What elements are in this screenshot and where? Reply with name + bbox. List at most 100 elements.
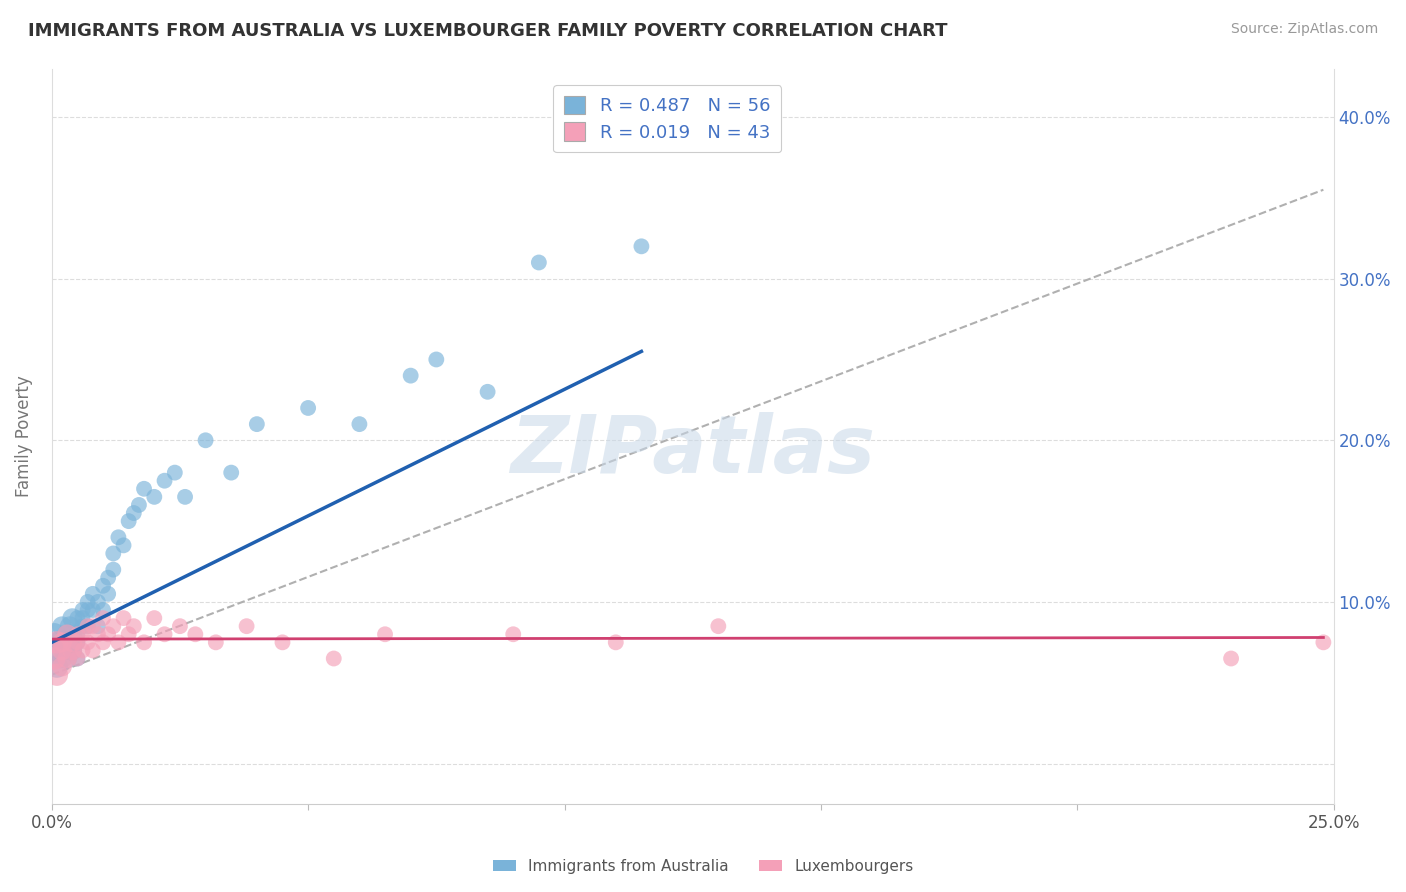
Point — [112, 611, 135, 625]
Legend: R = 0.487   N = 56, R = 0.019   N = 43: R = 0.487 N = 56, R = 0.019 N = 43 — [553, 85, 782, 153]
Point — [235, 619, 257, 633]
Point — [374, 627, 396, 641]
Point — [112, 538, 135, 552]
Point — [66, 627, 89, 641]
Point — [122, 619, 145, 633]
Point — [91, 635, 114, 649]
Point — [118, 627, 141, 641]
Point — [72, 619, 94, 633]
Point — [60, 627, 83, 641]
Point — [184, 627, 207, 641]
Point — [1220, 651, 1243, 665]
Point — [76, 619, 98, 633]
Point — [45, 635, 67, 649]
Point — [76, 619, 98, 633]
Point — [97, 587, 120, 601]
Point — [163, 466, 186, 480]
Point — [51, 635, 73, 649]
Point — [97, 571, 120, 585]
Point — [399, 368, 422, 383]
Point — [107, 530, 129, 544]
Point — [132, 635, 155, 649]
Point — [132, 482, 155, 496]
Point — [322, 651, 344, 665]
Point — [53, 643, 76, 657]
Point — [56, 635, 79, 649]
Point — [51, 619, 73, 633]
Point — [48, 635, 70, 649]
Point — [122, 506, 145, 520]
Point — [174, 490, 197, 504]
Point — [143, 611, 166, 625]
Point — [56, 627, 79, 641]
Point — [45, 659, 67, 673]
Point — [143, 490, 166, 504]
Point — [51, 659, 73, 673]
Point — [246, 417, 269, 431]
Point — [66, 627, 89, 641]
Point — [72, 627, 94, 641]
Point — [128, 498, 150, 512]
Point — [271, 635, 294, 649]
Legend: Immigrants from Australia, Luxembourgers: Immigrants from Australia, Luxembourgers — [486, 853, 920, 880]
Point — [1312, 635, 1334, 649]
Point — [76, 635, 98, 649]
Point — [60, 611, 83, 625]
Point — [60, 643, 83, 657]
Point — [87, 619, 110, 633]
Point — [91, 611, 114, 625]
Point — [707, 619, 730, 633]
Point — [51, 643, 73, 657]
Point — [630, 239, 652, 253]
Point — [56, 651, 79, 665]
Point — [103, 546, 125, 560]
Point — [60, 643, 83, 657]
Point — [44, 651, 66, 665]
Point — [97, 627, 120, 641]
Point — [72, 643, 94, 657]
Point — [72, 603, 94, 617]
Point — [219, 466, 242, 480]
Point — [66, 635, 89, 649]
Point — [169, 619, 191, 633]
Point — [103, 563, 125, 577]
Text: ZIPatlas: ZIPatlas — [510, 412, 875, 490]
Point — [51, 651, 73, 665]
Point — [63, 635, 86, 649]
Point — [82, 603, 104, 617]
Point — [527, 255, 550, 269]
Y-axis label: Family Poverty: Family Poverty — [15, 376, 32, 497]
Point — [205, 635, 228, 649]
Point — [297, 401, 319, 415]
Point — [87, 627, 110, 641]
Point — [44, 627, 66, 641]
Point — [76, 595, 98, 609]
Point — [153, 474, 176, 488]
Point — [91, 579, 114, 593]
Point — [349, 417, 371, 431]
Text: IMMIGRANTS FROM AUSTRALIA VS LUXEMBOURGER FAMILY POVERTY CORRELATION CHART: IMMIGRANTS FROM AUSTRALIA VS LUXEMBOURGE… — [28, 22, 948, 40]
Point — [107, 635, 129, 649]
Point — [425, 352, 447, 367]
Point — [118, 514, 141, 528]
Point — [477, 384, 499, 399]
Point — [66, 651, 89, 665]
Point — [82, 587, 104, 601]
Point — [194, 434, 217, 448]
Point — [51, 635, 73, 649]
Point — [153, 627, 176, 641]
Point — [66, 611, 89, 625]
Point — [45, 667, 67, 681]
Point — [72, 611, 94, 625]
Point — [56, 627, 79, 641]
Point — [87, 595, 110, 609]
Point — [56, 651, 79, 665]
Point — [59, 619, 82, 633]
Point — [82, 643, 104, 657]
Point — [66, 651, 89, 665]
Point — [66, 635, 89, 649]
Point — [60, 635, 83, 649]
Text: Source: ZipAtlas.com: Source: ZipAtlas.com — [1230, 22, 1378, 37]
Point — [103, 619, 125, 633]
Point — [76, 603, 98, 617]
